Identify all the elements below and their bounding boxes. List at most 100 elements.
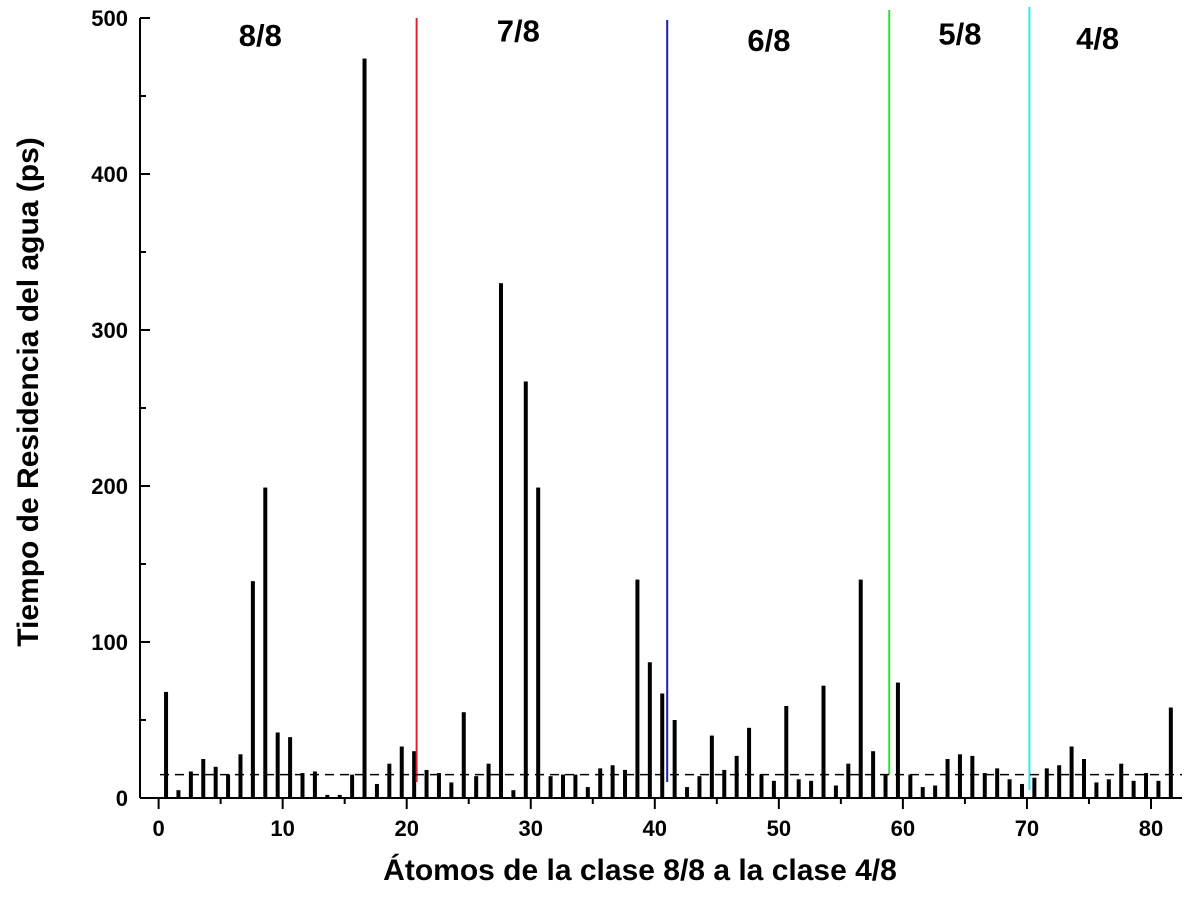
bar bbox=[771, 780, 776, 798]
y-tick-label: 200 bbox=[91, 474, 128, 499]
bar bbox=[858, 579, 863, 798]
bar bbox=[957, 754, 962, 798]
bar bbox=[300, 773, 305, 798]
bar bbox=[933, 785, 938, 798]
bar bbox=[945, 759, 950, 798]
bar bbox=[846, 763, 851, 798]
bar bbox=[449, 782, 454, 798]
bar bbox=[461, 712, 466, 798]
bar bbox=[610, 765, 615, 798]
bar bbox=[1082, 759, 1086, 798]
bar bbox=[263, 487, 268, 798]
bar bbox=[982, 773, 987, 798]
bar bbox=[920, 787, 925, 798]
bar bbox=[809, 780, 814, 798]
bar bbox=[536, 487, 541, 798]
bar bbox=[1019, 783, 1024, 798]
bar bbox=[647, 662, 652, 798]
bar bbox=[759, 774, 764, 798]
region-labels: 8/8 7/8 6/8 5/8 4/8 bbox=[239, 13, 1119, 57]
bar bbox=[188, 771, 193, 798]
bar bbox=[374, 783, 379, 798]
bar bbox=[226, 774, 231, 798]
bar bbox=[1106, 779, 1111, 798]
bar bbox=[821, 685, 826, 798]
bar bbox=[548, 776, 553, 798]
bar bbox=[325, 794, 330, 798]
x-axis-title: Átomos de la clase 8/8 a la clase 4/8 bbox=[383, 853, 897, 887]
bar bbox=[1057, 765, 1062, 798]
y-axis-title: Tiempo de Residencia del agua (ps) bbox=[12, 137, 45, 647]
y-tick-label: 400 bbox=[91, 162, 128, 187]
bar bbox=[1131, 780, 1136, 798]
axes bbox=[139, 17, 1182, 809]
bar bbox=[1032, 777, 1037, 798]
bar bbox=[784, 705, 789, 798]
bar bbox=[995, 768, 1000, 798]
x-tick-label: 10 bbox=[270, 816, 294, 841]
bar bbox=[523, 381, 528, 798]
bar bbox=[1144, 773, 1149, 798]
region-label: 7/8 bbox=[497, 13, 540, 48]
bar bbox=[1168, 707, 1173, 798]
bar bbox=[474, 776, 479, 798]
bar bbox=[685, 787, 690, 798]
bar bbox=[1119, 763, 1124, 798]
x-tick-label: 50 bbox=[767, 816, 791, 841]
bar bbox=[498, 283, 503, 798]
bar bbox=[697, 776, 702, 798]
bar bbox=[312, 771, 317, 798]
region-label: 6/8 bbox=[747, 23, 790, 58]
bar bbox=[337, 794, 342, 798]
bar bbox=[201, 759, 206, 798]
bar bbox=[399, 746, 404, 798]
bar bbox=[722, 769, 727, 798]
bar bbox=[660, 693, 665, 798]
tick-labels: 0 100 200 300 400 500 0 10 20 30 40 50 60 70 80 bbox=[91, 6, 1163, 841]
bar bbox=[747, 727, 752, 798]
y-tick-label: 0 bbox=[116, 786, 128, 811]
bar bbox=[1007, 779, 1012, 798]
bar bbox=[238, 754, 243, 798]
x-tick-label: 80 bbox=[1139, 816, 1163, 841]
bar bbox=[1044, 768, 1049, 798]
bar bbox=[213, 766, 218, 798]
bar bbox=[1156, 780, 1161, 798]
bar bbox=[164, 691, 169, 798]
x-tick-label: 40 bbox=[643, 816, 667, 841]
x-tick-label: 20 bbox=[394, 816, 418, 841]
y-tick-label: 500 bbox=[91, 6, 128, 31]
bar bbox=[598, 768, 603, 798]
bar bbox=[672, 720, 677, 798]
bar bbox=[424, 769, 429, 798]
x-tick-label: 30 bbox=[519, 816, 543, 841]
bar bbox=[970, 755, 975, 798]
bar bbox=[1069, 746, 1074, 798]
x-tick-label: 70 bbox=[1015, 816, 1039, 841]
region-label: 5/8 bbox=[938, 17, 981, 52]
y-tick-label: 100 bbox=[91, 630, 128, 655]
bar bbox=[486, 763, 491, 798]
bar bbox=[350, 774, 355, 798]
y-tick-label: 300 bbox=[91, 318, 128, 343]
bar bbox=[734, 755, 739, 798]
bar bbox=[883, 774, 888, 798]
x-tick-label: 0 bbox=[152, 816, 164, 841]
bar bbox=[436, 773, 441, 798]
bar bbox=[275, 732, 280, 798]
bar bbox=[362, 58, 367, 799]
bar bbox=[833, 785, 838, 798]
x-tick-label: 60 bbox=[891, 816, 915, 841]
bars bbox=[164, 58, 1173, 799]
bar bbox=[511, 790, 516, 798]
bar bbox=[250, 581, 255, 798]
bar bbox=[709, 735, 714, 798]
bar bbox=[288, 737, 293, 798]
bar bbox=[796, 779, 801, 798]
bar bbox=[412, 751, 417, 798]
bar bbox=[1094, 782, 1099, 798]
region-label: 8/8 bbox=[239, 18, 282, 53]
bar bbox=[176, 790, 181, 798]
bar bbox=[635, 579, 640, 798]
